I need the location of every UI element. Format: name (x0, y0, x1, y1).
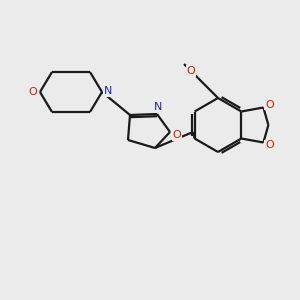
Text: O: O (265, 140, 274, 151)
Text: O: O (172, 130, 182, 140)
Text: O: O (187, 66, 195, 76)
Text: O: O (28, 87, 38, 97)
Text: N: N (104, 86, 112, 96)
Text: N: N (154, 102, 162, 112)
Text: O: O (265, 100, 274, 110)
